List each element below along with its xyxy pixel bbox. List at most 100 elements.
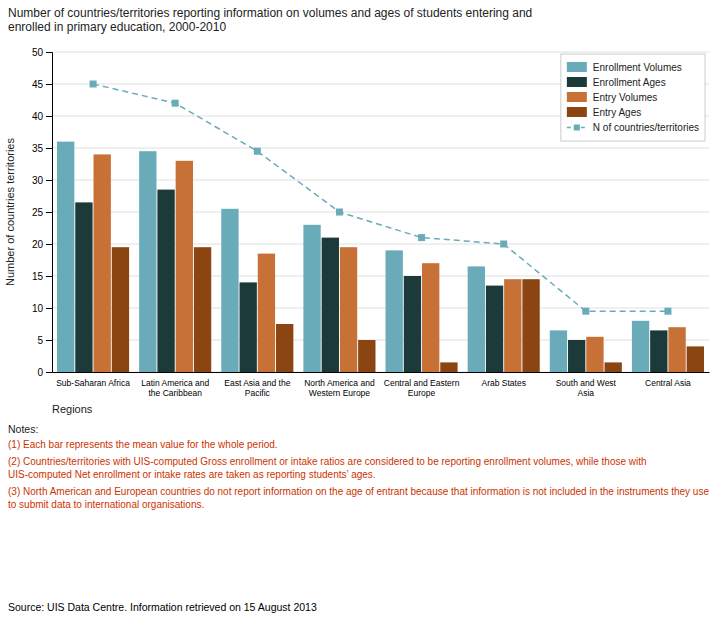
y-tick-mark <box>46 244 52 245</box>
legend-swatch <box>567 92 587 102</box>
bar <box>176 161 193 372</box>
y-tick: 10 <box>32 303 52 314</box>
y-tick-label: 10 <box>32 303 44 314</box>
marker <box>582 308 589 315</box>
x-tick: North America andWestern Europe <box>304 378 375 398</box>
legend-swatch <box>567 62 587 72</box>
marks <box>57 81 704 373</box>
y-tick-label: 15 <box>32 271 44 282</box>
note: (1) Each bar represents the mean value f… <box>8 439 278 450</box>
x-tick: Central and EasternEurope <box>384 378 460 398</box>
x-tick-label-line: Europe <box>408 388 436 398</box>
y-tick-mark <box>46 148 52 149</box>
bar <box>386 250 403 372</box>
legend-label: Entry Ages <box>593 107 641 118</box>
y-tick: 15 <box>32 271 52 282</box>
y-tick-mark <box>46 372 52 373</box>
source: Source: UIS Data Centre. Information ret… <box>8 601 317 613</box>
y-tick-label: 50 <box>32 47 44 58</box>
y-tick: 20 <box>32 239 52 250</box>
bar <box>668 327 685 372</box>
x-tick-label-line: South and West <box>556 378 617 388</box>
x-tick: Sub-Saharan Africa <box>56 378 130 388</box>
bar <box>422 263 439 372</box>
x-tick-label-line: Latin America and <box>141 378 209 388</box>
x-tick: East Asia and thePacific <box>224 378 290 398</box>
y-tick-mark <box>46 84 52 85</box>
marker <box>418 234 425 241</box>
x-axis-title: Regions <box>52 403 93 415</box>
y-tick-mark <box>46 340 52 341</box>
bar <box>586 337 603 372</box>
y-tick-label: 25 <box>32 207 44 218</box>
x-tick-label-line: Sub-Saharan Africa <box>56 378 130 388</box>
grid-line <box>52 52 709 53</box>
x-tick-label: South and WestAsia <box>556 378 617 398</box>
bar <box>605 362 622 372</box>
x-tick-label: Central Asia <box>645 378 691 388</box>
legend-swatch <box>567 107 587 117</box>
legend-label: N of countries/territories <box>593 122 699 133</box>
x-axis-line <box>53 372 710 373</box>
y-tick-label: 0 <box>37 367 43 378</box>
y-tick-mark <box>46 52 52 53</box>
bar <box>112 247 129 372</box>
y-tick-mark <box>46 276 52 277</box>
grid <box>52 52 709 372</box>
bar <box>340 247 357 372</box>
marker <box>336 209 343 216</box>
x-tick-label-line: Central Asia <box>645 378 691 388</box>
x-tick: South and WestAsia <box>556 378 617 398</box>
note-line: UIS-computed Net enrollment or intake ra… <box>8 469 376 480</box>
marker <box>254 148 261 155</box>
x-tick-label-line: Arab States <box>481 378 525 388</box>
y-axis-line <box>46 53 53 373</box>
bar <box>139 151 156 372</box>
x-tick-label-line: North America and <box>304 378 375 388</box>
y-tick-label: 20 <box>32 239 44 250</box>
x-tick: Central Asia <box>645 378 691 388</box>
bar <box>240 282 257 372</box>
marker <box>90 81 97 88</box>
bar <box>522 279 539 372</box>
legend-label: Entry Volumes <box>593 92 657 103</box>
bar <box>94 154 111 372</box>
x-tick-label-line: Central and Eastern <box>384 378 460 388</box>
bar <box>486 286 503 372</box>
x-tick-label: Sub-Saharan Africa <box>56 378 130 388</box>
legend-label: Enrollment Ages <box>593 77 666 88</box>
bar <box>157 190 174 372</box>
y-tick-label: 40 <box>32 111 44 122</box>
notes-title: Notes: <box>8 423 38 435</box>
legend-swatch-marker <box>574 125 580 131</box>
bar-series <box>112 247 704 372</box>
bar <box>468 266 485 372</box>
bar <box>276 324 293 372</box>
legend-item: Enrollment Ages <box>567 77 666 88</box>
legend-item: N of countries/territories <box>567 122 699 133</box>
bar <box>687 346 704 372</box>
title: Number of countries/territories reportin… <box>8 6 532 34</box>
y-tick-label: 30 <box>32 175 44 186</box>
bar <box>550 330 567 372</box>
bar <box>404 276 421 372</box>
x-tick-label: East Asia and thePacific <box>224 378 290 398</box>
x-tick: Latin America andthe Caribbean <box>141 378 209 398</box>
bar <box>221 209 238 372</box>
note-line: to submit data to international organisa… <box>8 499 204 510</box>
legend-swatch <box>567 77 587 87</box>
note-line: (2) Countries/territories with UIS-compu… <box>8 456 647 467</box>
y-tick: 45 <box>32 79 52 90</box>
y-axis: 05101520253035404550 <box>32 47 53 378</box>
y-tick: 5 <box>37 335 52 346</box>
grid-line <box>52 148 709 149</box>
x-tick-label-line: Western Europe <box>309 388 371 398</box>
y-tick: 50 <box>32 47 52 58</box>
x-tick-label: Latin America andthe Caribbean <box>141 378 209 398</box>
y-tick-label: 5 <box>37 335 43 346</box>
note: (3) North American and European countrie… <box>8 486 709 510</box>
y-tick: 0 <box>37 367 52 378</box>
bar <box>57 142 74 372</box>
x-tick-label-line: Pacific <box>245 388 271 398</box>
note: (2) Countries/territories with UIS-compu… <box>8 456 647 480</box>
